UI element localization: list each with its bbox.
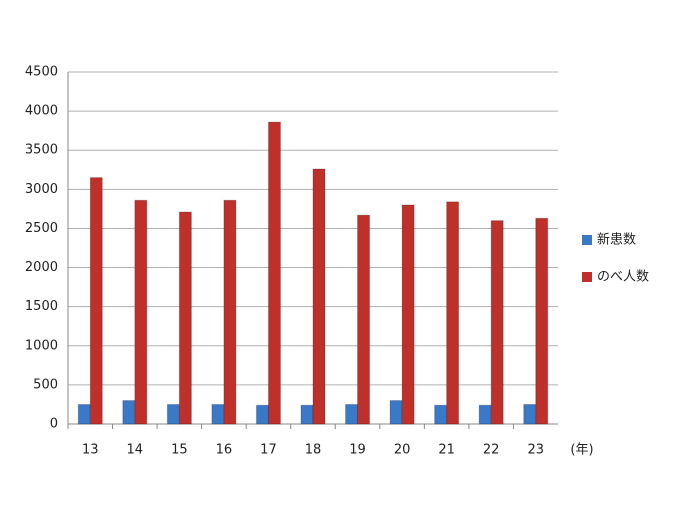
bar bbox=[166, 403, 180, 425]
bar bbox=[89, 177, 103, 425]
bar bbox=[267, 121, 281, 425]
y-tick-label: 4500 bbox=[25, 65, 58, 80]
y-tick-label: 2500 bbox=[25, 221, 58, 236]
y-tick-label: 4000 bbox=[25, 104, 58, 119]
x-tick-label: 15 bbox=[171, 443, 188, 458]
bar bbox=[434, 404, 448, 425]
x-tick-label: 21 bbox=[438, 443, 455, 458]
y-tick-label: 2000 bbox=[25, 260, 58, 275]
x-tick-label: 23 bbox=[527, 443, 544, 458]
bar bbox=[401, 204, 415, 425]
bar bbox=[523, 403, 537, 425]
x-tick-label: 20 bbox=[394, 443, 411, 458]
y-tick-label: 3500 bbox=[25, 143, 58, 158]
x-tick-label: 18 bbox=[305, 443, 322, 458]
bar bbox=[300, 404, 314, 425]
x-tick-label: 14 bbox=[127, 443, 144, 458]
bar bbox=[255, 404, 269, 425]
bar bbox=[345, 403, 359, 425]
bar bbox=[223, 199, 237, 425]
bar bbox=[535, 217, 549, 425]
legend-label: のべ人数 bbox=[597, 270, 649, 285]
bar bbox=[478, 404, 492, 425]
bar bbox=[389, 400, 403, 425]
bar bbox=[134, 199, 148, 425]
bar bbox=[312, 168, 326, 425]
x-tick-label: 22 bbox=[483, 443, 500, 458]
x-axis-label: (年) bbox=[570, 443, 593, 458]
x-tick-label: 17 bbox=[260, 443, 277, 458]
y-tick-label: 1000 bbox=[25, 338, 58, 353]
legend-swatch bbox=[582, 235, 592, 245]
bar bbox=[178, 211, 192, 425]
y-tick-label: 0 bbox=[50, 417, 58, 432]
bar bbox=[446, 201, 460, 425]
x-tick-label: 16 bbox=[216, 443, 233, 458]
bar bbox=[357, 214, 371, 425]
x-tick-label: 13 bbox=[82, 443, 99, 458]
y-tick-label: 500 bbox=[33, 377, 58, 392]
bar bbox=[77, 403, 91, 425]
y-tick-label: 3000 bbox=[25, 182, 58, 197]
x-tick-label: 19 bbox=[349, 443, 366, 458]
bar bbox=[122, 400, 136, 425]
legend-label: 新患数 bbox=[597, 232, 636, 248]
bar bbox=[211, 403, 225, 425]
y-tick-label: 1500 bbox=[25, 299, 58, 314]
legend-swatch bbox=[582, 272, 592, 282]
bar bbox=[490, 220, 504, 425]
